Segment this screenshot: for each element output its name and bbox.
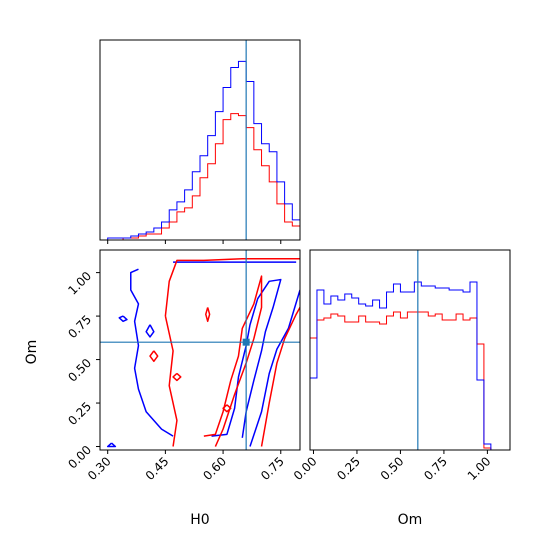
red-contour-7 xyxy=(164,257,300,317)
h0-histogram-frame xyxy=(99,39,301,241)
h0-om-contour-panel: 0.30 0.45 0.60 0.750.000.250.500.751.00 xyxy=(65,249,301,483)
truth-marker xyxy=(242,338,250,346)
om-x-tick-label: 0.00 xyxy=(291,454,320,483)
om-histogram-frame xyxy=(309,249,511,451)
om-y-axis-label: Om xyxy=(24,340,40,365)
h0-histogram-panel xyxy=(99,39,301,244)
blue-om-histogram xyxy=(309,281,492,450)
om-x-tick-label: 0.50 xyxy=(378,454,407,483)
om-histogram-panel: 0.00 0.25 0.50 0.75 1.00 xyxy=(291,249,511,483)
blue-contour-5 xyxy=(145,324,155,338)
red-contour-9 xyxy=(203,275,263,447)
om-x-tick-label: 0.75 xyxy=(421,454,450,483)
h0-tick-label: 0.30 xyxy=(85,454,114,483)
h0-tick-label: 0.75 xyxy=(258,454,287,483)
red-contour-13 xyxy=(172,372,182,382)
red-contour-12 xyxy=(149,350,159,363)
blue-contour-2 xyxy=(211,278,282,438)
h0-axis-label: H0 xyxy=(190,512,209,528)
blue-contour-6 xyxy=(106,442,117,448)
om-y-tick-label: 0.25 xyxy=(65,399,94,428)
red-om-histogram xyxy=(309,311,492,450)
h0-tick-label: 0.45 xyxy=(143,454,172,483)
red-contour-14 xyxy=(222,404,232,413)
red-contour-8 xyxy=(164,315,178,447)
om-x-tick-label: 0.25 xyxy=(334,454,363,483)
h0-tick-label: 0.60 xyxy=(200,454,229,483)
red-contour-10 xyxy=(260,307,300,447)
om-y-tick-label: 1.00 xyxy=(65,269,94,298)
contour-lines xyxy=(106,257,300,448)
om-axis-label: Om xyxy=(398,512,423,528)
blue-contour-3 xyxy=(249,289,300,447)
blue-contour-0 xyxy=(130,268,174,437)
om-y-tick-label: 0.50 xyxy=(65,356,94,385)
red-contour-11 xyxy=(205,307,211,323)
om-x-tick-label: 1.00 xyxy=(465,454,494,483)
blue-h0-histogram xyxy=(100,60,301,241)
red-h0-histogram xyxy=(100,113,301,241)
blue-contour-4 xyxy=(118,315,128,323)
contour-frame xyxy=(99,249,301,451)
om-y-tick-label: 0.75 xyxy=(65,312,94,341)
